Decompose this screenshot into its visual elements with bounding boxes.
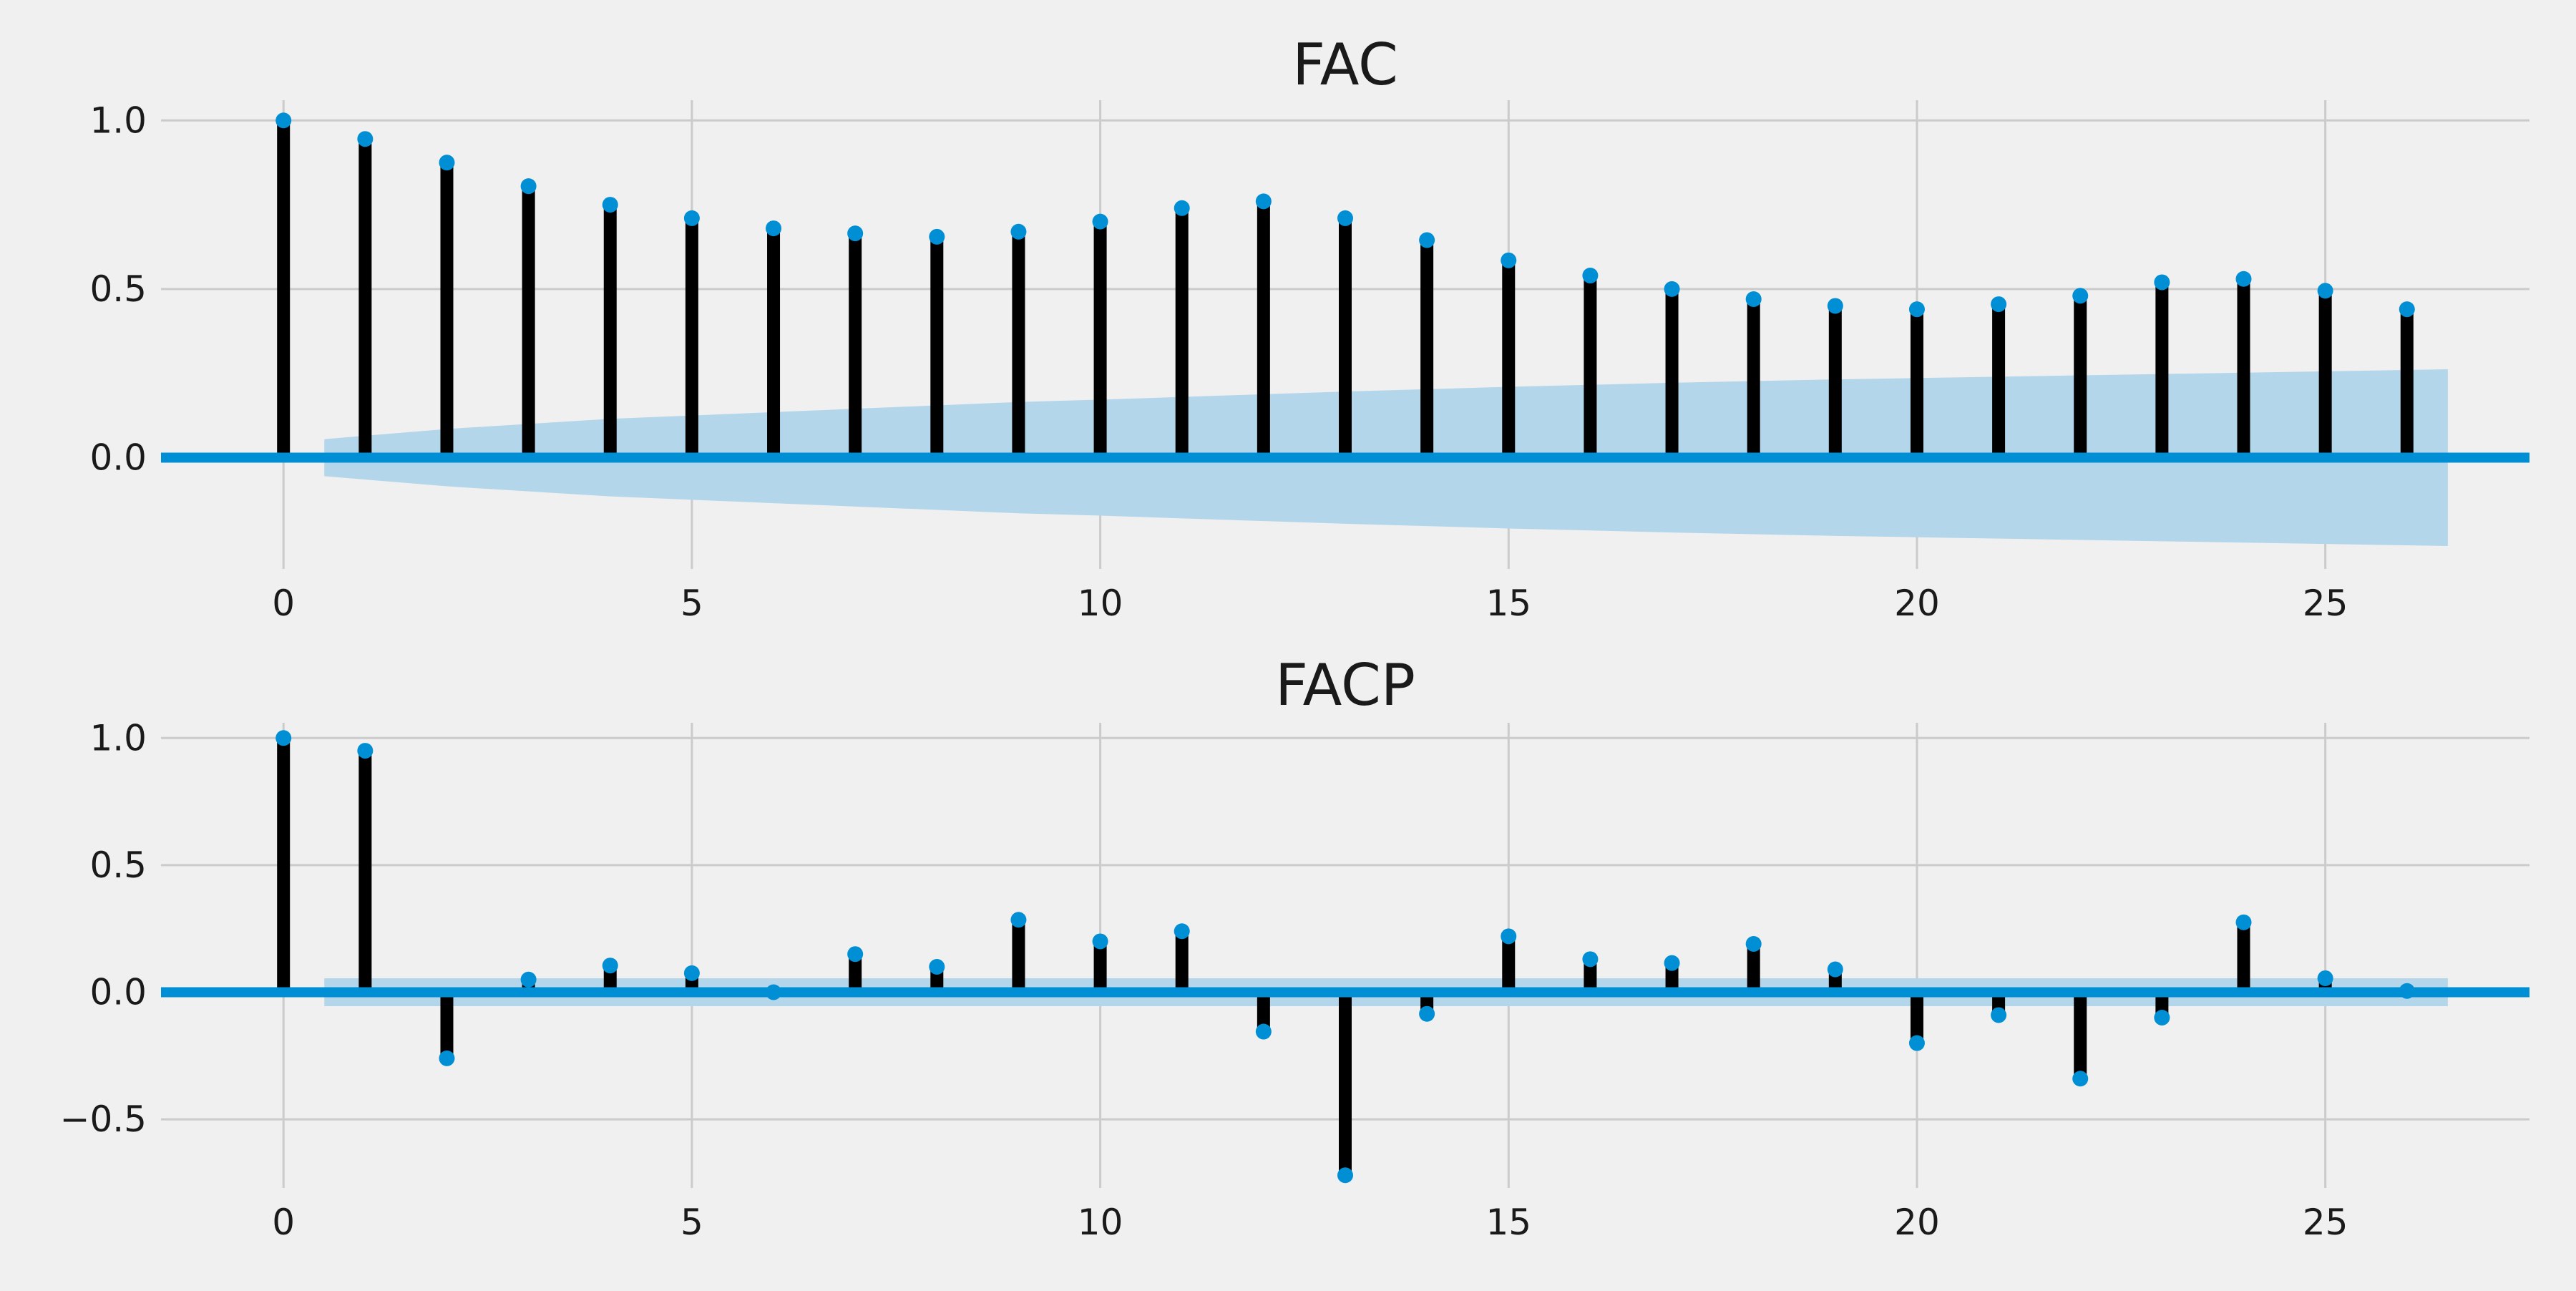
facp-marker-lag-21 bbox=[1991, 1007, 2007, 1023]
facp-marker-lag-12 bbox=[1255, 1023, 1272, 1040]
facp-marker-lag-8 bbox=[929, 958, 945, 975]
fac-x-tick-15: 15 bbox=[1485, 583, 1531, 624]
fac-marker-lag-15 bbox=[1501, 252, 1517, 268]
fac-marker-lag-20 bbox=[1908, 301, 1925, 318]
fac-marker-lag-22 bbox=[2072, 288, 2089, 304]
fac-marker-lag-3 bbox=[520, 178, 537, 195]
fac-title: FAC bbox=[1292, 31, 1398, 98]
facp-marker-lag-6 bbox=[766, 984, 782, 1000]
fac-marker-lag-14 bbox=[1419, 232, 1435, 248]
facp-panel: FACP 0 5 10 15 20 25 −0.5 0.0 0.5 1.0 bbox=[60, 652, 2529, 1243]
facp-y-tick-neg0_5: −0.5 bbox=[60, 1098, 147, 1140]
facp-y-tick-1: 1.0 bbox=[89, 717, 147, 759]
facp-marker-lag-5 bbox=[683, 965, 700, 981]
fac-marker-lag-2 bbox=[439, 155, 455, 171]
facp-marker-lag-17 bbox=[1664, 955, 1680, 971]
facp-title: FACP bbox=[1275, 652, 1415, 718]
facp-marker-lag-24 bbox=[2235, 914, 2252, 930]
facp-marker-lag-7 bbox=[847, 946, 864, 963]
fac-panel: FAC 0 5 10 15 20 25 0.0 0.5 1.0 bbox=[89, 31, 2529, 624]
fac-marker-lag-9 bbox=[1010, 223, 1027, 240]
fac-marker-lag-18 bbox=[1745, 291, 1762, 308]
fac-x-tick-20: 20 bbox=[1894, 583, 1940, 624]
facp-marker-lag-26 bbox=[2399, 983, 2415, 999]
fac-y-tick-1: 1.0 bbox=[89, 99, 147, 141]
facp-x-tick-25: 25 bbox=[2303, 1202, 2348, 1243]
facp-marker-lag-10 bbox=[1092, 933, 1108, 950]
facp-marker-lag-22 bbox=[2072, 1071, 2089, 1087]
facp-y-tick-0_5: 0.5 bbox=[89, 844, 147, 886]
fac-marker-lag-12 bbox=[1255, 193, 1272, 210]
facp-x-tick-labels: 0 5 10 15 20 25 bbox=[272, 1202, 2348, 1243]
facp-markers bbox=[275, 730, 2415, 1184]
fac-y-tick-0: 0.0 bbox=[89, 437, 147, 478]
fac-x-tick-labels: 0 5 10 15 20 25 bbox=[272, 583, 2348, 624]
fac-x-tick-5: 5 bbox=[680, 583, 703, 624]
fac-marker-lag-13 bbox=[1337, 210, 1353, 226]
facp-marker-lag-18 bbox=[1745, 936, 1762, 953]
facp-marker-lag-14 bbox=[1419, 1005, 1435, 1022]
facp-marker-lag-2 bbox=[439, 1050, 455, 1066]
fac-marker-lag-4 bbox=[602, 197, 618, 213]
facp-x-tick-10: 10 bbox=[1078, 1202, 1123, 1243]
facp-marker-lag-4 bbox=[602, 958, 618, 974]
facp-marker-lag-13 bbox=[1337, 1167, 1353, 1184]
fac-marker-lag-17 bbox=[1664, 281, 1680, 297]
fac-marker-lag-7 bbox=[847, 225, 864, 242]
facp-marker-lag-11 bbox=[1174, 923, 1190, 940]
fac-marker-lag-1 bbox=[357, 131, 374, 147]
facp-y-tick-0: 0.0 bbox=[89, 972, 147, 1013]
facp-x-tick-0: 0 bbox=[272, 1202, 295, 1243]
facp-marker-lag-9 bbox=[1010, 912, 1027, 928]
fac-marker-lag-25 bbox=[2317, 283, 2333, 299]
fac-marker-lag-5 bbox=[683, 210, 700, 226]
facp-marker-lag-3 bbox=[520, 971, 537, 988]
fac-x-tick-25: 25 bbox=[2303, 583, 2348, 624]
fac-marker-lag-26 bbox=[2399, 301, 2415, 318]
facp-marker-lag-1 bbox=[357, 743, 374, 759]
facp-marker-lag-25 bbox=[2317, 970, 2333, 986]
fac-marker-lag-6 bbox=[766, 220, 782, 237]
fac-marker-lag-23 bbox=[2154, 274, 2170, 291]
fac-stems bbox=[277, 120, 2414, 458]
fac-marker-lag-8 bbox=[929, 228, 945, 245]
facp-x-tick-15: 15 bbox=[1485, 1202, 1531, 1243]
fac-marker-lag-16 bbox=[1582, 268, 1599, 284]
fac-marker-lag-19 bbox=[1827, 298, 1843, 314]
fac-y-tick-labels: 0.0 0.5 1.0 bbox=[89, 99, 147, 478]
fac-marker-lag-21 bbox=[1991, 296, 2007, 313]
facp-marker-lag-16 bbox=[1582, 951, 1599, 968]
fac-marker-lag-24 bbox=[2235, 271, 2252, 287]
fac-markers bbox=[275, 112, 2415, 318]
facp-x-tick-20: 20 bbox=[1894, 1202, 1940, 1243]
facp-x-tick-5: 5 bbox=[680, 1202, 703, 1243]
fac-x-tick-0: 0 bbox=[272, 583, 295, 624]
facp-marker-lag-0 bbox=[275, 730, 292, 746]
facp-marker-lag-15 bbox=[1501, 928, 1517, 945]
fac-marker-lag-10 bbox=[1092, 213, 1108, 230]
facp-marker-lag-20 bbox=[1908, 1035, 1925, 1051]
facp-marker-lag-19 bbox=[1827, 961, 1843, 978]
facp-marker-lag-23 bbox=[2154, 1010, 2170, 1026]
fac-marker-lag-11 bbox=[1174, 200, 1190, 216]
fac-marker-lag-0 bbox=[275, 112, 292, 129]
fac-y-tick-0_5: 0.5 bbox=[89, 268, 147, 310]
fac-x-tick-10: 10 bbox=[1078, 583, 1123, 624]
facp-y-tick-labels: −0.5 0.0 0.5 1.0 bbox=[60, 717, 147, 1140]
